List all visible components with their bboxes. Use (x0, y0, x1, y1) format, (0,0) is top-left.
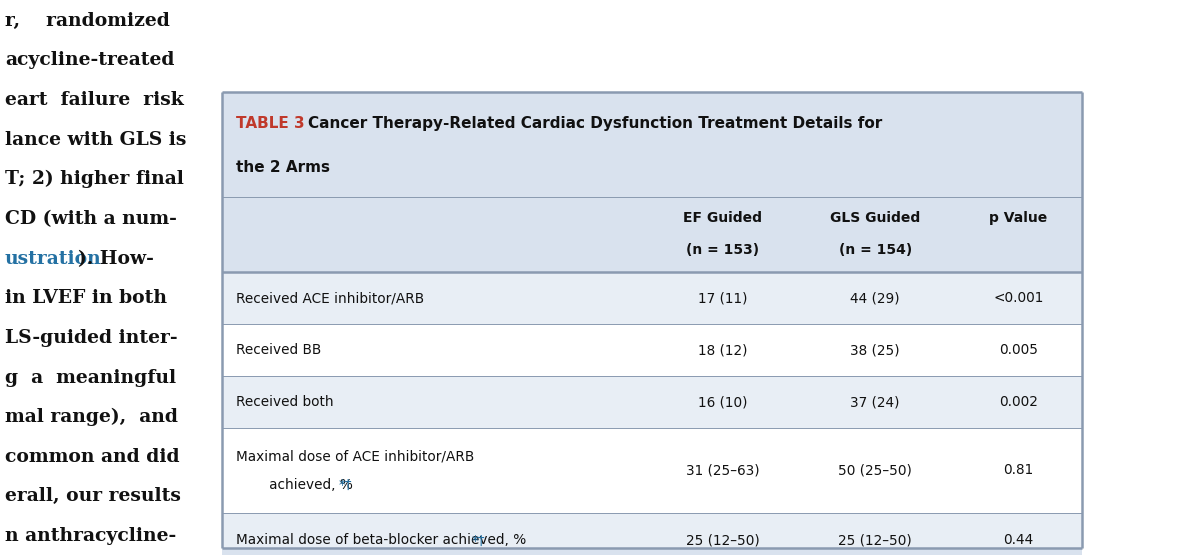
Text: achieved, %: achieved, % (256, 478, 353, 492)
Text: 0.44: 0.44 (1003, 533, 1033, 547)
Text: erall, our results: erall, our results (5, 487, 181, 506)
Text: ustration: ustration (5, 250, 102, 268)
Bar (222, 428, 1082, 513)
Text: Maximal dose of ACE inhibitor/ARB: Maximal dose of ACE inhibitor/ARB (236, 449, 474, 463)
Text: Received both: Received both (236, 395, 334, 409)
Text: 50 (25–50): 50 (25–50) (839, 463, 912, 477)
Text: T; 2) higher final: T; 2) higher final (5, 170, 184, 188)
Text: TABLE 3: TABLE 3 (236, 116, 305, 131)
Text: n anthracycline-: n anthracycline- (5, 527, 176, 545)
Bar (222, 92, 1082, 197)
Text: 0.005: 0.005 (998, 343, 1038, 357)
Text: 0.002: 0.002 (998, 395, 1038, 409)
Text: <0.001: <0.001 (994, 291, 1044, 305)
Text: 38 (25): 38 (25) (851, 343, 900, 357)
Text: acycline-treated: acycline-treated (5, 52, 174, 69)
Text: 37 (24): 37 (24) (851, 395, 900, 409)
Text: (n = 154): (n = 154) (839, 243, 912, 256)
Text: LS-guided inter-: LS-guided inter- (5, 329, 178, 347)
Text: Maximal dose of beta-blocker achieved, %: Maximal dose of beta-blocker achieved, % (236, 533, 527, 547)
Text: 0.81: 0.81 (1003, 463, 1033, 477)
Text: 17 (11): 17 (11) (697, 291, 748, 305)
Text: common and did: common and did (5, 448, 180, 466)
Text: 25 (12–50): 25 (12–50) (839, 533, 912, 547)
Bar (222, 513, 1082, 555)
Text: EF Guided: EF Guided (683, 211, 762, 225)
Text: 16 (10): 16 (10) (697, 395, 748, 409)
Text: mal range),  and: mal range), and (5, 408, 178, 426)
Text: ). How-: ). How- (78, 250, 154, 268)
Text: *†: *† (338, 478, 352, 492)
Bar (222, 324, 1082, 376)
Text: p Value: p Value (989, 211, 1048, 225)
Text: Received ACE inhibitor/ARB: Received ACE inhibitor/ARB (236, 291, 424, 305)
Text: in LVEF in both: in LVEF in both (5, 289, 167, 307)
Text: *†: *† (472, 533, 485, 547)
Bar (222, 548, 1082, 555)
Text: (n = 153): (n = 153) (686, 243, 760, 256)
Text: Cancer Therapy-Related Cardiac Dysfunction Treatment Details for: Cancer Therapy-Related Cardiac Dysfuncti… (308, 116, 882, 131)
Text: 44 (29): 44 (29) (851, 291, 900, 305)
Text: r,    randomized: r, randomized (5, 12, 170, 30)
Text: lance with GLS is: lance with GLS is (5, 130, 186, 149)
Text: GLS Guided: GLS Guided (830, 211, 920, 225)
Bar (222, 197, 1082, 272)
Text: CD (with a num-: CD (with a num- (5, 210, 176, 228)
Text: Received BB: Received BB (236, 343, 322, 357)
Text: the 2 Arms: the 2 Arms (236, 160, 330, 175)
Bar (222, 272, 1082, 324)
Text: 31 (25–63): 31 (25–63) (685, 463, 760, 477)
Text: g  a  meaningful: g a meaningful (5, 369, 176, 386)
Text: 25 (12–50): 25 (12–50) (685, 533, 760, 547)
Text: eart  failure  risk: eart failure risk (5, 91, 184, 109)
Bar (222, 376, 1082, 428)
Text: 18 (12): 18 (12) (697, 343, 748, 357)
